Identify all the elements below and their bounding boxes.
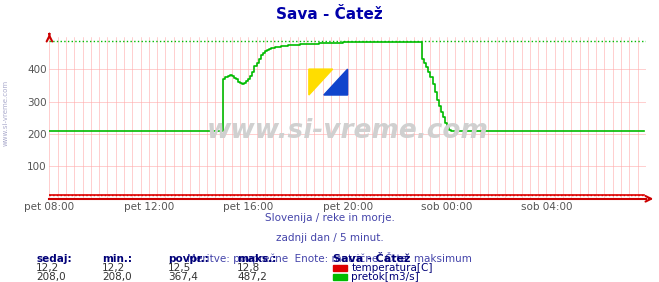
Polygon shape	[324, 69, 348, 95]
Text: Sava - Čatež: Sava - Čatež	[333, 254, 410, 264]
Text: www.si-vreme.com: www.si-vreme.com	[207, 118, 488, 144]
Text: sedaj:: sedaj:	[36, 254, 72, 264]
Text: Slovenija / reke in morje.: Slovenija / reke in morje.	[264, 213, 395, 223]
Text: Sava - Čatež: Sava - Čatež	[276, 7, 383, 22]
Text: Meritve: povprečne  Enote: metrične  Črta: maksimum: Meritve: povprečne Enote: metrične Črta:…	[187, 252, 472, 265]
Text: zadnji dan / 5 minut.: zadnji dan / 5 minut.	[275, 233, 384, 243]
Text: www.si-vreme.com: www.si-vreme.com	[2, 80, 9, 146]
Polygon shape	[309, 69, 333, 95]
Text: min.:: min.:	[102, 254, 132, 264]
Text: pretok[m3/s]: pretok[m3/s]	[351, 272, 419, 282]
Text: 208,0: 208,0	[36, 272, 66, 282]
Text: temperatura[C]: temperatura[C]	[351, 263, 433, 273]
Text: maks.:: maks.:	[237, 254, 277, 264]
Text: 12,8: 12,8	[237, 263, 260, 273]
Text: 12,2: 12,2	[102, 263, 125, 273]
Text: 12,2: 12,2	[36, 263, 59, 273]
Text: 487,2: 487,2	[237, 272, 267, 282]
Text: 208,0: 208,0	[102, 272, 132, 282]
Text: 12,5: 12,5	[168, 263, 191, 273]
Text: povpr.:: povpr.:	[168, 254, 209, 264]
Text: 367,4: 367,4	[168, 272, 198, 282]
